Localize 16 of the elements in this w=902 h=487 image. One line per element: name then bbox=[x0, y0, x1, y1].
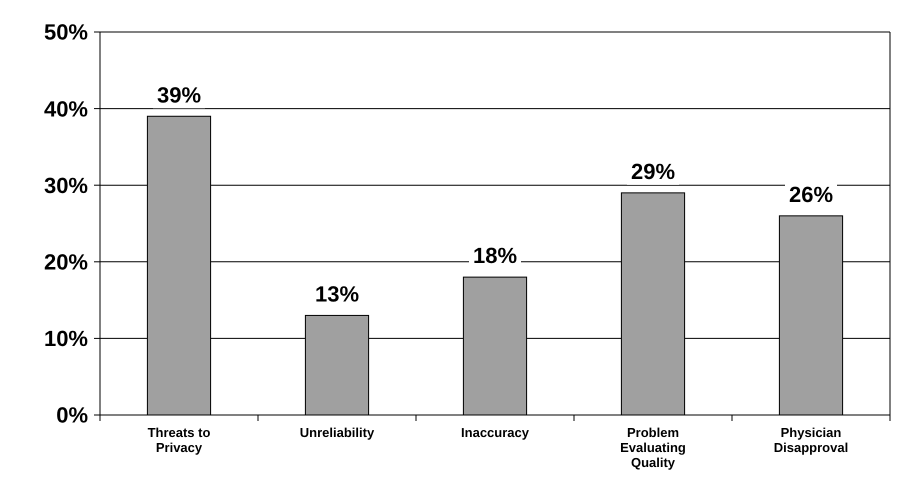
data-label: 18% bbox=[472, 243, 518, 268]
y-tick-label: 20% bbox=[44, 250, 88, 274]
data-label: 39% bbox=[156, 82, 202, 108]
data-label: 29% bbox=[630, 158, 676, 184]
x-tick-label: Inaccuracy bbox=[461, 425, 530, 440]
y-tick-label: 0% bbox=[56, 402, 88, 428]
x-tick-label: Problem Evaluating Quality bbox=[620, 425, 686, 470]
data-label: 13% bbox=[314, 281, 360, 306]
x-tick-label: Physician Disapproval bbox=[774, 425, 848, 455]
data-label: 26% bbox=[788, 182, 834, 207]
x-tick-label: Threats to Privacy bbox=[148, 425, 210, 455]
y-tick-label: 30% bbox=[44, 172, 88, 198]
y-tick-label: 50% bbox=[44, 20, 88, 45]
x-tick-label: Unreliability bbox=[300, 425, 375, 440]
y-tick-label: 40% bbox=[44, 96, 88, 122]
y-tick-label: 10% bbox=[44, 326, 88, 352]
